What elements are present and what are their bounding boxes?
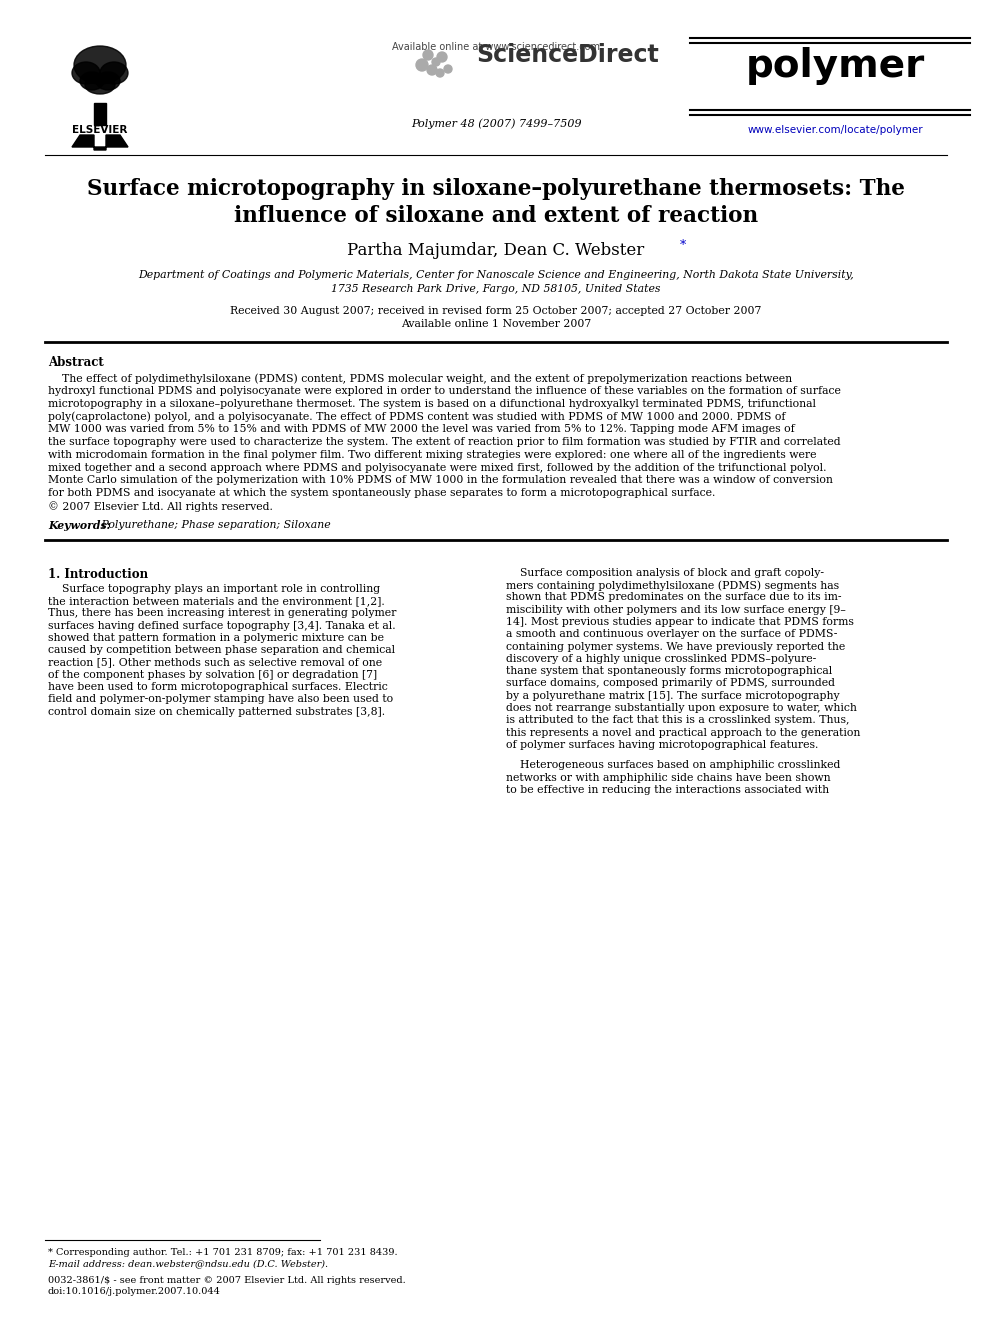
Circle shape — [416, 60, 428, 71]
Text: Keywords:: Keywords: — [48, 520, 111, 531]
Circle shape — [423, 50, 433, 60]
Text: Monte Carlo simulation of the polymerization with 10% PDMS of MW 1000 in the for: Monte Carlo simulation of the polymeriza… — [48, 475, 833, 486]
Text: by a polyurethane matrix [15]. The surface microtopography: by a polyurethane matrix [15]. The surfa… — [506, 691, 839, 701]
Text: mixed together and a second approach where PDMS and polyisocyanate were mixed fi: mixed together and a second approach whe… — [48, 463, 826, 472]
Text: control domain size on chemically patterned substrates [3,8].: control domain size on chemically patter… — [48, 706, 385, 717]
Text: of polymer surfaces having microtopographical features.: of polymer surfaces having microtopograp… — [506, 740, 818, 750]
Text: this represents a novel and practical approach to the generation: this represents a novel and practical ap… — [506, 728, 860, 738]
Text: Received 30 August 2007; received in revised form 25 October 2007; accepted 27 O: Received 30 August 2007; received in rev… — [230, 306, 762, 316]
Text: influence of siloxane and extent of reaction: influence of siloxane and extent of reac… — [234, 205, 758, 228]
Ellipse shape — [80, 71, 104, 90]
Ellipse shape — [96, 71, 120, 90]
Text: for both PDMS and isocyanate at which the system spontaneously phase separates t: for both PDMS and isocyanate at which th… — [48, 488, 715, 499]
Text: www.elsevier.com/locate/polymer: www.elsevier.com/locate/polymer — [747, 124, 923, 135]
Text: 1735 Research Park Drive, Fargo, ND 58105, United States: 1735 Research Park Drive, Fargo, ND 5810… — [331, 284, 661, 294]
Text: does not rearrange substantially upon exposure to water, which: does not rearrange substantially upon ex… — [506, 703, 857, 713]
Text: of the component phases by solvation [6] or degradation [7]: of the component phases by solvation [6]… — [48, 669, 377, 680]
Text: surfaces having defined surface topography [3,4]. Tanaka et al.: surfaces having defined surface topograp… — [48, 620, 396, 631]
Text: 14]. Most previous studies appear to indicate that PDMS forms: 14]. Most previous studies appear to ind… — [506, 617, 854, 627]
Text: shown that PDMS predominates on the surface due to its im-: shown that PDMS predominates on the surf… — [506, 593, 841, 602]
Text: polymer: polymer — [745, 48, 925, 85]
Text: have been used to form microtopographical surfaces. Electric: have been used to form microtopographica… — [48, 683, 388, 692]
Text: Surface topography plays an important role in controlling: Surface topography plays an important ro… — [48, 583, 380, 594]
Text: showed that pattern formation in a polymeric mixture can be: showed that pattern formation in a polym… — [48, 632, 384, 643]
Text: E-mail address: dean.webster@ndsu.edu (D.C. Webster).: E-mail address: dean.webster@ndsu.edu (D… — [48, 1259, 328, 1267]
Text: surface domains, composed primarily of PDMS, surrounded: surface domains, composed primarily of P… — [506, 679, 835, 688]
Text: the interaction between materials and the environment [1,2].: the interaction between materials and th… — [48, 597, 385, 606]
Text: a smooth and continuous overlayer on the surface of PDMS-: a smooth and continuous overlayer on the… — [506, 630, 837, 639]
Circle shape — [427, 65, 437, 75]
Text: to be effective in reducing the interactions associated with: to be effective in reducing the interact… — [506, 785, 829, 795]
Text: the surface topography were used to characterize the system. The extent of react: the surface topography were used to char… — [48, 437, 840, 447]
Text: The effect of polydimethylsiloxane (PDMS) content, PDMS molecular weight, and th: The effect of polydimethylsiloxane (PDMS… — [48, 373, 793, 384]
Text: Surface composition analysis of block and graft copoly-: Surface composition analysis of block an… — [506, 568, 824, 578]
Text: ELSEVIER: ELSEVIER — [72, 124, 128, 135]
Text: networks or with amphiphilic side chains have been shown: networks or with amphiphilic side chains… — [506, 773, 830, 783]
Text: Available online 1 November 2007: Available online 1 November 2007 — [401, 319, 591, 329]
Text: Abstract: Abstract — [48, 356, 104, 369]
Circle shape — [432, 58, 440, 66]
Text: field and polymer-on-polymer stamping have also been used to: field and polymer-on-polymer stamping ha… — [48, 695, 393, 705]
Text: Partha Majumdar, Dean C. Webster: Partha Majumdar, Dean C. Webster — [347, 242, 645, 259]
Text: 1. Introduction: 1. Introduction — [48, 568, 148, 581]
Circle shape — [437, 52, 447, 62]
Text: hydroxyl functional PDMS and polyisocyanate were explored in order to understand: hydroxyl functional PDMS and polyisocyan… — [48, 386, 841, 396]
Text: thane system that spontaneously forms microtopographical: thane system that spontaneously forms mi… — [506, 667, 832, 676]
Circle shape — [444, 65, 452, 73]
Text: MW 1000 was varied from 5% to 15% and with PDMS of MW 2000 the level was varied : MW 1000 was varied from 5% to 15% and wi… — [48, 425, 795, 434]
Text: is attributed to the fact that this is a crosslinked system. Thus,: is attributed to the fact that this is a… — [506, 716, 849, 725]
Text: discovery of a highly unique crosslinked PDMS–polyure-: discovery of a highly unique crosslinked… — [506, 654, 816, 664]
Text: Thus, there has been increasing interest in generating polymer: Thus, there has been increasing interest… — [48, 609, 397, 618]
Text: © 2007 Elsevier Ltd. All rights reserved.: © 2007 Elsevier Ltd. All rights reserved… — [48, 501, 273, 512]
Text: Polymer 48 (2007) 7499–7509: Polymer 48 (2007) 7499–7509 — [411, 118, 581, 128]
Text: doi:10.1016/j.polymer.2007.10.044: doi:10.1016/j.polymer.2007.10.044 — [48, 1287, 221, 1297]
Text: Polyurethane; Phase separation; Siloxane: Polyurethane; Phase separation; Siloxane — [98, 520, 330, 529]
Ellipse shape — [85, 75, 115, 94]
Bar — [94, 103, 106, 124]
Text: *: * — [680, 239, 686, 251]
Text: Available online at www.sciencedirect.com: Available online at www.sciencedirect.co… — [392, 42, 600, 52]
Text: caused by competition between phase separation and chemical: caused by competition between phase sepa… — [48, 646, 395, 655]
Text: microtopography in a siloxane–polyurethane thermoset. The system is based on a d: microtopography in a siloxane–polyuretha… — [48, 398, 816, 409]
Text: Surface microtopography in siloxane–polyurethane thermosets: The: Surface microtopography in siloxane–poly… — [87, 179, 905, 200]
Text: ScienceDirect: ScienceDirect — [476, 44, 659, 67]
Ellipse shape — [72, 62, 100, 83]
Text: mers containing polydimethylsiloxane (PDMS) segments has: mers containing polydimethylsiloxane (PD… — [506, 579, 839, 590]
Text: miscibility with other polymers and its low surface energy [9–: miscibility with other polymers and its … — [506, 605, 846, 615]
Text: with microdomain formation in the final polymer film. Two different mixing strat: with microdomain formation in the final … — [48, 450, 816, 460]
Ellipse shape — [100, 62, 128, 83]
Circle shape — [436, 69, 444, 77]
Text: Department of Coatings and Polymeric Materials, Center for Nanoscale Science and: Department of Coatings and Polymeric Mat… — [138, 270, 854, 280]
Text: containing polymer systems. We have previously reported the: containing polymer systems. We have prev… — [506, 642, 845, 652]
Text: poly(caprolactone) polyol, and a polyisocyanate. The effect of PDMS content was : poly(caprolactone) polyol, and a polyiso… — [48, 411, 786, 422]
Text: Heterogeneous surfaces based on amphiphilic crosslinked: Heterogeneous surfaces based on amphiphi… — [506, 761, 840, 770]
Polygon shape — [72, 135, 128, 149]
Ellipse shape — [74, 46, 126, 83]
Text: * Corresponding author. Tel.: +1 701 231 8709; fax: +1 701 231 8439.: * Corresponding author. Tel.: +1 701 231… — [48, 1248, 398, 1257]
Text: 0032-3861/$ - see front matter © 2007 Elsevier Ltd. All rights reserved.: 0032-3861/$ - see front matter © 2007 El… — [48, 1275, 406, 1285]
Text: reaction [5]. Other methods such as selective removal of one: reaction [5]. Other methods such as sele… — [48, 658, 382, 668]
